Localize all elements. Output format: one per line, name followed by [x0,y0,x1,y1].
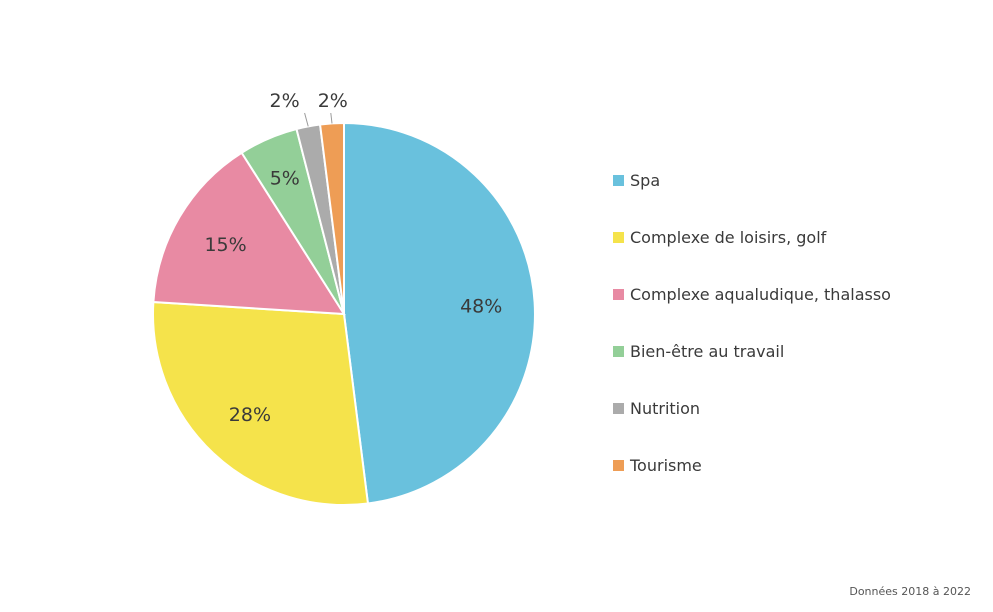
legend-swatch-complexe-aqualudique-thalasso [613,289,624,300]
legend-label-tourisme: Tourisme [630,456,702,475]
slice-label-tourisme: 2% [318,90,348,112]
pie-slice-spa [343,121,536,505]
legend-label-complexe-aqualudique-thalasso: Complexe aqualudique, thalasso [630,285,891,304]
legend-label-bien-etre-au-travail: Bien-être au travail [630,342,785,361]
slice-labels: 48% 28% 15% 5% 2% 2% [204,90,502,426]
slice-label-spa: 48% [460,295,502,317]
legend-item-complexe-de-loisirs-golf: Complexe de loisirs, golf [613,209,891,266]
slice-label-nutrition: 2% [270,90,300,112]
leader-line-nutrition [304,112,309,127]
legend-label-nutrition: Nutrition [630,399,701,418]
legend-item-bien-etre-au-travail: Bien-être au travail [613,323,891,380]
legend-swatch-nutrition [613,403,624,414]
slice-label-complexe-aqualudique-thalasso: 15% [204,234,246,256]
slice-label-complexe-de-loisirs-golf: 28% [229,404,271,426]
legend-swatch-tourisme [613,460,624,471]
slice-label-bien-etre-au-travail: 5% [270,167,300,189]
legend-item-nutrition: Nutrition [613,380,891,437]
leader-lines [304,112,333,127]
legend-label-complexe-de-loisirs-golf: Complexe de loisirs, golf [630,228,827,247]
pie-slice-complexe-aqualudique-thalasso [152,151,346,316]
legend-swatch-complexe-de-loisirs-golf [613,232,624,243]
legend: Spa Complexe de loisirs, golf Complexe aqu… [613,152,891,494]
legend-item-tourisme: Tourisme [613,437,891,494]
legend-item-complexe-aqualudique-thalasso: Complexe aqualudique, thalasso [613,266,891,323]
legend-item-spa: Spa [613,152,891,209]
legend-swatch-bien-etre-au-travail [613,346,624,357]
pie-slice-complexe-de-loisirs-golf [152,300,370,506]
legend-swatch-spa [613,175,624,186]
pie-slices [152,121,536,506]
leader-line-tourisme [330,112,333,124]
legend-label-spa: Spa [630,171,661,190]
data-footnote: Données 2018 à 2022 [849,585,971,598]
